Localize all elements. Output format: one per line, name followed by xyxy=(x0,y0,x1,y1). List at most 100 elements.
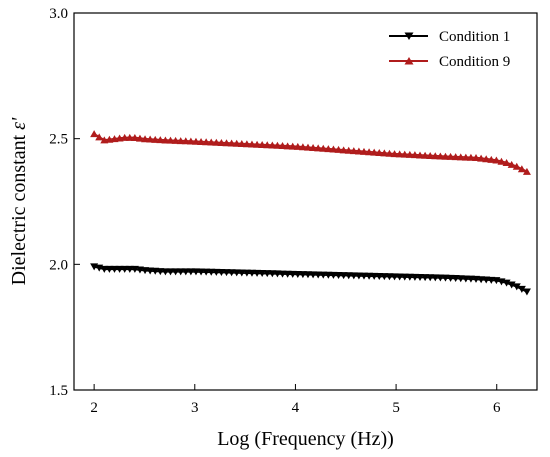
data-point-condition-9 xyxy=(90,130,99,138)
data-point-condition-9 xyxy=(176,137,185,145)
data-point-condition-1 xyxy=(181,268,190,276)
y-tick-label: 2.5 xyxy=(49,132,68,148)
data-point-condition-9 xyxy=(492,156,501,164)
data-point-condition-1 xyxy=(298,271,307,279)
data-point-condition-1 xyxy=(212,268,221,276)
data-point-condition-1 xyxy=(283,270,292,278)
data-point-condition-9 xyxy=(359,147,368,155)
legend: Condition 1 Condition 9 xyxy=(389,29,510,70)
data-point-condition-1 xyxy=(309,271,318,279)
data-point-condition-9 xyxy=(258,141,267,149)
data-point-condition-9 xyxy=(278,142,287,150)
data-point-condition-9 xyxy=(390,150,399,158)
data-point-condition-9 xyxy=(319,144,328,152)
data-point-condition-9 xyxy=(370,148,379,156)
data-point-condition-1 xyxy=(380,273,389,281)
data-point-condition-1 xyxy=(522,288,531,296)
data-point-condition-9 xyxy=(436,152,445,160)
data-point-condition-1 xyxy=(273,270,282,278)
data-point-condition-9 xyxy=(395,150,404,158)
data-point-condition-9 xyxy=(247,140,256,148)
data-point-condition-1 xyxy=(110,265,119,273)
data-point-condition-9 xyxy=(171,136,180,144)
data-point-condition-1 xyxy=(258,270,267,278)
data-point-condition-1 xyxy=(375,272,384,280)
data-point-condition-9 xyxy=(405,150,414,158)
plot-frame xyxy=(73,12,538,391)
x-tick-label: 3 xyxy=(191,400,199,416)
data-point-condition-9 xyxy=(380,149,389,157)
data-point-condition-9 xyxy=(507,160,516,168)
data-point-condition-9 xyxy=(293,142,302,150)
y-tick-label: 3.0 xyxy=(49,6,68,22)
data-point-condition-9 xyxy=(522,167,531,175)
data-point-condition-9 xyxy=(517,165,526,173)
data-point-condition-1 xyxy=(344,272,353,280)
data-point-condition-1 xyxy=(227,269,236,277)
y-tick-label: 1.5 xyxy=(49,383,68,399)
data-point-condition-1 xyxy=(410,273,419,281)
data-point-condition-9 xyxy=(512,162,521,170)
data-point-condition-9 xyxy=(354,147,363,155)
data-point-condition-9 xyxy=(268,141,277,149)
data-point-condition-9 xyxy=(161,136,170,144)
data-point-condition-9 xyxy=(253,140,262,148)
data-point-condition-1 xyxy=(390,273,399,281)
legend-marker-condition-1 xyxy=(404,32,414,40)
data-point-condition-1 xyxy=(186,268,195,276)
x-tick-label: 5 xyxy=(392,400,400,416)
x-axis-label: Log (Frequency (Hz)) xyxy=(217,428,394,450)
data-point-condition-9 xyxy=(329,145,338,153)
data-point-condition-1 xyxy=(247,269,256,277)
data-point-condition-1 xyxy=(303,271,312,279)
data-point-condition-9 xyxy=(227,139,236,147)
data-point-condition-9 xyxy=(314,144,323,152)
data-point-condition-9 xyxy=(421,151,430,159)
data-point-condition-9 xyxy=(283,142,292,150)
data-point-condition-9 xyxy=(466,153,475,161)
data-point-condition-1 xyxy=(339,272,348,280)
data-point-condition-9 xyxy=(456,153,465,161)
series-group xyxy=(90,130,531,296)
data-point-condition-9 xyxy=(426,151,435,159)
data-point-condition-9 xyxy=(365,148,374,156)
data-point-condition-1 xyxy=(242,269,251,277)
data-point-condition-1 xyxy=(324,271,333,279)
data-point-condition-1 xyxy=(288,270,297,278)
data-point-condition-1 xyxy=(171,268,180,276)
y-axis-label-text: Dielectric constant xyxy=(8,130,30,286)
data-point-condition-1 xyxy=(349,272,358,280)
data-point-condition-9 xyxy=(186,137,195,145)
data-point-condition-9 xyxy=(303,143,312,151)
data-point-condition-1 xyxy=(334,271,343,279)
data-point-condition-1 xyxy=(125,265,134,273)
data-point-condition-1 xyxy=(115,265,124,273)
data-point-condition-9 xyxy=(130,133,139,141)
data-point-condition-1 xyxy=(421,274,430,282)
data-point-condition-1 xyxy=(217,269,226,277)
data-point-condition-1 xyxy=(431,274,440,282)
data-point-condition-9 xyxy=(400,150,409,158)
x-tick-label: 4 xyxy=(292,400,300,416)
data-point-condition-1 xyxy=(319,271,328,279)
x-tick-label: 2 xyxy=(90,400,98,416)
data-point-condition-9 xyxy=(166,136,175,144)
data-point-condition-1 xyxy=(502,279,511,287)
data-point-condition-1 xyxy=(385,273,394,281)
data-point-condition-1 xyxy=(314,271,323,279)
data-point-condition-9 xyxy=(242,140,251,148)
data-point-condition-1 xyxy=(405,273,414,281)
y-tick-label: 2.0 xyxy=(49,257,68,273)
data-point-condition-9 xyxy=(502,158,511,166)
data-point-condition-9 xyxy=(95,133,104,141)
data-point-condition-1 xyxy=(161,268,170,276)
data-point-condition-9 xyxy=(207,138,216,146)
data-point-condition-1 xyxy=(253,269,262,277)
data-point-condition-9 xyxy=(222,139,231,147)
data-point-condition-9 xyxy=(263,141,272,149)
data-point-condition-1 xyxy=(176,268,185,276)
data-point-condition-9 xyxy=(141,135,150,143)
data-point-condition-1 xyxy=(207,268,216,276)
data-point-condition-1 xyxy=(517,285,526,293)
data-point-condition-9 xyxy=(451,153,460,161)
